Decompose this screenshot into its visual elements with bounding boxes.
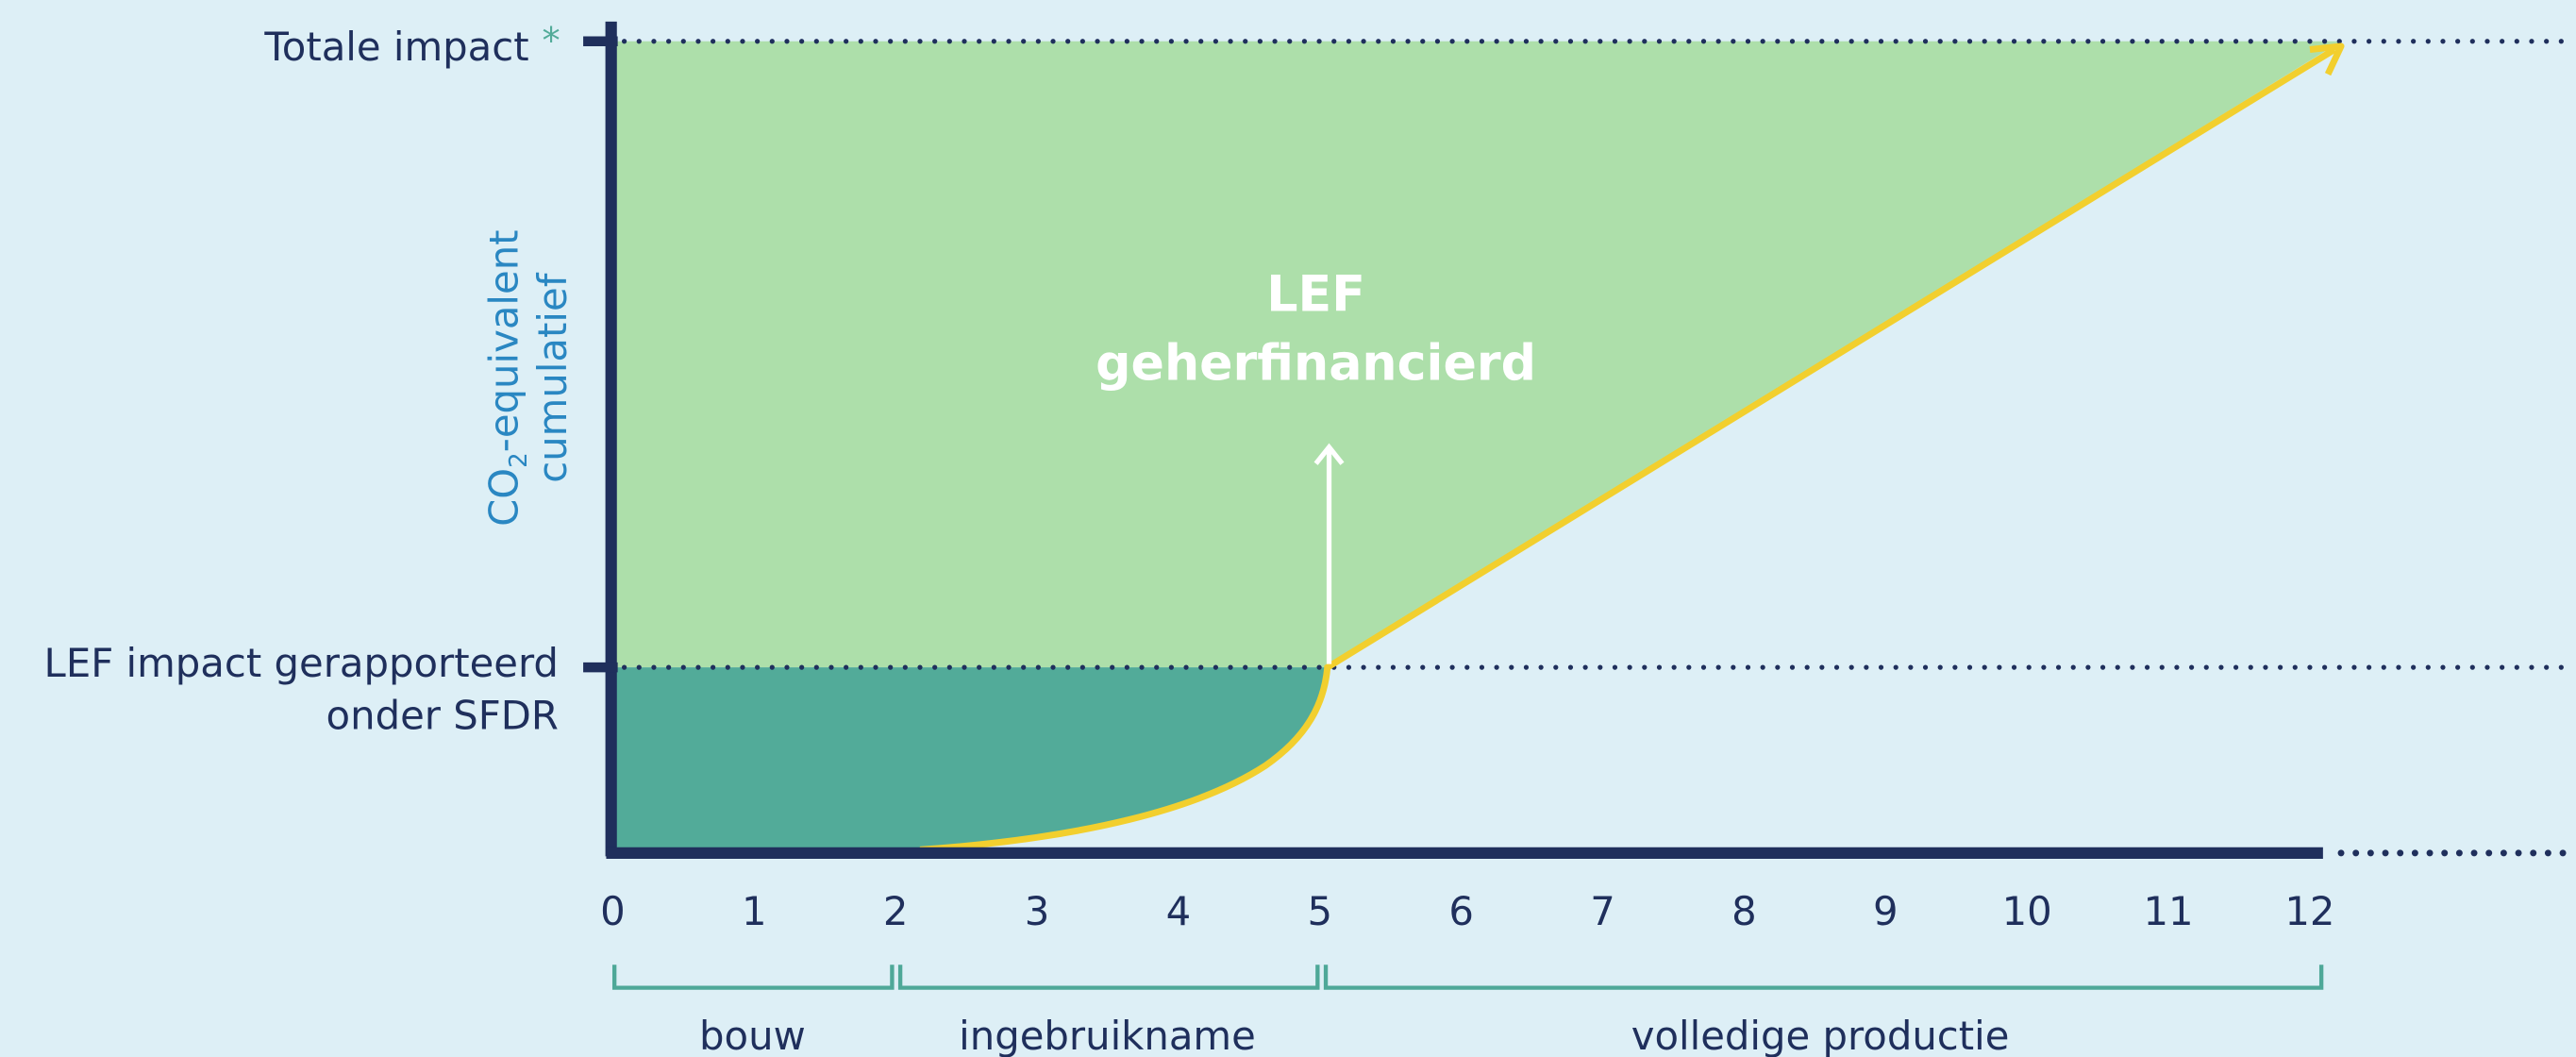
x-tick-label: 7: [1590, 888, 1615, 934]
refinanced-area: [612, 41, 2342, 668]
subscript: 2: [505, 452, 533, 468]
phase-brackets: [611, 965, 2324, 990]
annotation: LEF: [1266, 266, 1365, 323]
phase-label: ingebruikname: [959, 1013, 1256, 1057]
x-tick-label: 3: [1025, 888, 1050, 934]
x-tick-label: 2: [883, 888, 909, 934]
asterisk: *: [543, 20, 560, 62]
x-tick-label: 8: [1731, 888, 1757, 934]
phase-label: bouw: [699, 1013, 806, 1057]
total-label: Totale impact: [263, 24, 528, 70]
x-tick-label: 11: [2143, 888, 2193, 934]
co: CO: [480, 468, 527, 527]
phase-label: volledige productie: [1631, 1013, 2010, 1057]
impact-curve: [919, 46, 2336, 853]
y-title: CO2-equivalent cumulatief: [480, 229, 576, 526]
bracket: [1323, 965, 2324, 990]
x-tick-label: 10: [2002, 888, 2052, 934]
reported-area: [612, 667, 1328, 853]
x-tick-label: 6: [1448, 888, 1474, 934]
y-title-line: CO2-equivalent: [480, 229, 533, 526]
reported-label: LEF impact gerapporteerd: [44, 640, 559, 686]
x-tick-label: 0: [600, 888, 626, 934]
y-title-line: cumulatief: [529, 272, 576, 482]
annotation: geherfinancierd: [1096, 336, 1536, 393]
x-tick-label: 4: [1166, 888, 1192, 934]
x-tick-label: 9: [1873, 888, 1899, 934]
rest: -equivalent: [480, 229, 527, 452]
white-arrowhead: [1313, 443, 1345, 465]
x-tick-label: 5: [1308, 888, 1333, 934]
bracket: [611, 965, 895, 990]
x-tick-label: 12: [2284, 888, 2334, 934]
reported-label: onder SFDR: [326, 693, 559, 739]
bracket: [897, 965, 1320, 990]
x-tick-label: 1: [742, 888, 767, 934]
curve-arrowhead: [2309, 42, 2345, 76]
